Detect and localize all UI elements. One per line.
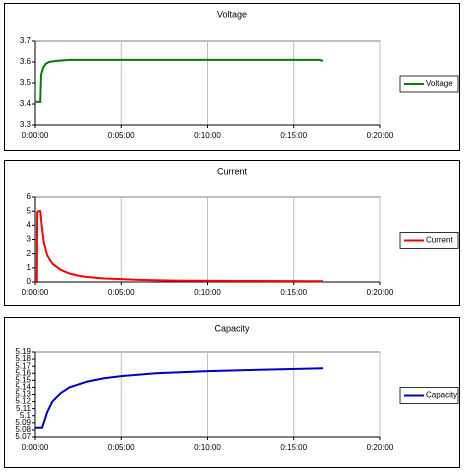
y-tick-label: 5.18 — [15, 354, 31, 363]
x-tick-label: 0:10:00 — [194, 288, 221, 297]
y-tick-label: 5.16 — [15, 368, 31, 377]
chart-title: Current — [217, 166, 248, 176]
x-tick-label: 0:15:00 — [280, 131, 307, 140]
y-tick-label: 3 — [27, 235, 32, 244]
legend-box — [399, 75, 459, 93]
data-line — [35, 58, 324, 103]
y-tick-label: 5.07 — [15, 432, 31, 441]
y-tick-label: 3.3 — [20, 120, 32, 129]
y-tick-label: 3.7 — [20, 36, 32, 45]
x-tick-label: 0:05:00 — [108, 131, 135, 140]
data-line — [35, 367, 324, 429]
x-tick-label: 0:10:00 — [194, 131, 221, 140]
y-tick-label: 5.09 — [15, 418, 31, 427]
x-tick-label: 0:15:00 — [280, 443, 307, 452]
legend-label: Capacity — [426, 391, 457, 400]
y-tick-label: 0 — [27, 277, 32, 286]
y-tick-label: 5.13 — [15, 390, 31, 399]
y-tick-label: 2 — [27, 249, 32, 258]
y-tick-label: 3.4 — [20, 99, 32, 108]
chart-title: Capacity — [214, 323, 250, 333]
y-tick-label: 6 — [27, 192, 32, 201]
x-tick-label: 0:00:00 — [22, 443, 49, 452]
x-tick-label: 0:20:00 — [367, 443, 394, 452]
x-tick-label: 0:10:00 — [194, 443, 221, 452]
y-tick-label: 3.5 — [20, 78, 32, 87]
x-tick-label: 0:00:00 — [22, 288, 49, 297]
legend-label: Current — [426, 236, 453, 245]
y-tick-label: 5.17 — [15, 361, 31, 370]
y-tick-label: 5 — [27, 206, 32, 215]
legend-box — [399, 232, 459, 249]
x-tick-label: 0:05:00 — [108, 288, 135, 297]
y-tick-label: 5.1 — [20, 411, 32, 420]
y-tick-label: 5.15 — [15, 375, 31, 384]
y-tick-label: 5.08 — [15, 425, 31, 434]
legend-box — [399, 387, 459, 404]
y-tick-label: 5.14 — [15, 383, 31, 392]
x-tick-label: 0:20:00 — [367, 131, 394, 140]
chart-title: Voltage — [217, 9, 247, 19]
legend-label: Voltage — [426, 79, 453, 88]
y-tick-label: 5.11 — [16, 404, 32, 413]
data-line — [35, 210, 324, 283]
y-tick-label: 5.12 — [15, 397, 31, 406]
y-tick-label: 3.6 — [20, 57, 32, 66]
x-tick-label: 0:20:00 — [367, 288, 394, 297]
x-tick-label: 0:00:00 — [22, 131, 49, 140]
y-tick-label: 5.19 — [15, 347, 31, 356]
x-tick-label: 0:15:00 — [280, 288, 307, 297]
y-tick-label: 4 — [27, 220, 32, 229]
y-tick-label: 1 — [27, 263, 32, 272]
x-tick-label: 0:05:00 — [108, 443, 135, 452]
